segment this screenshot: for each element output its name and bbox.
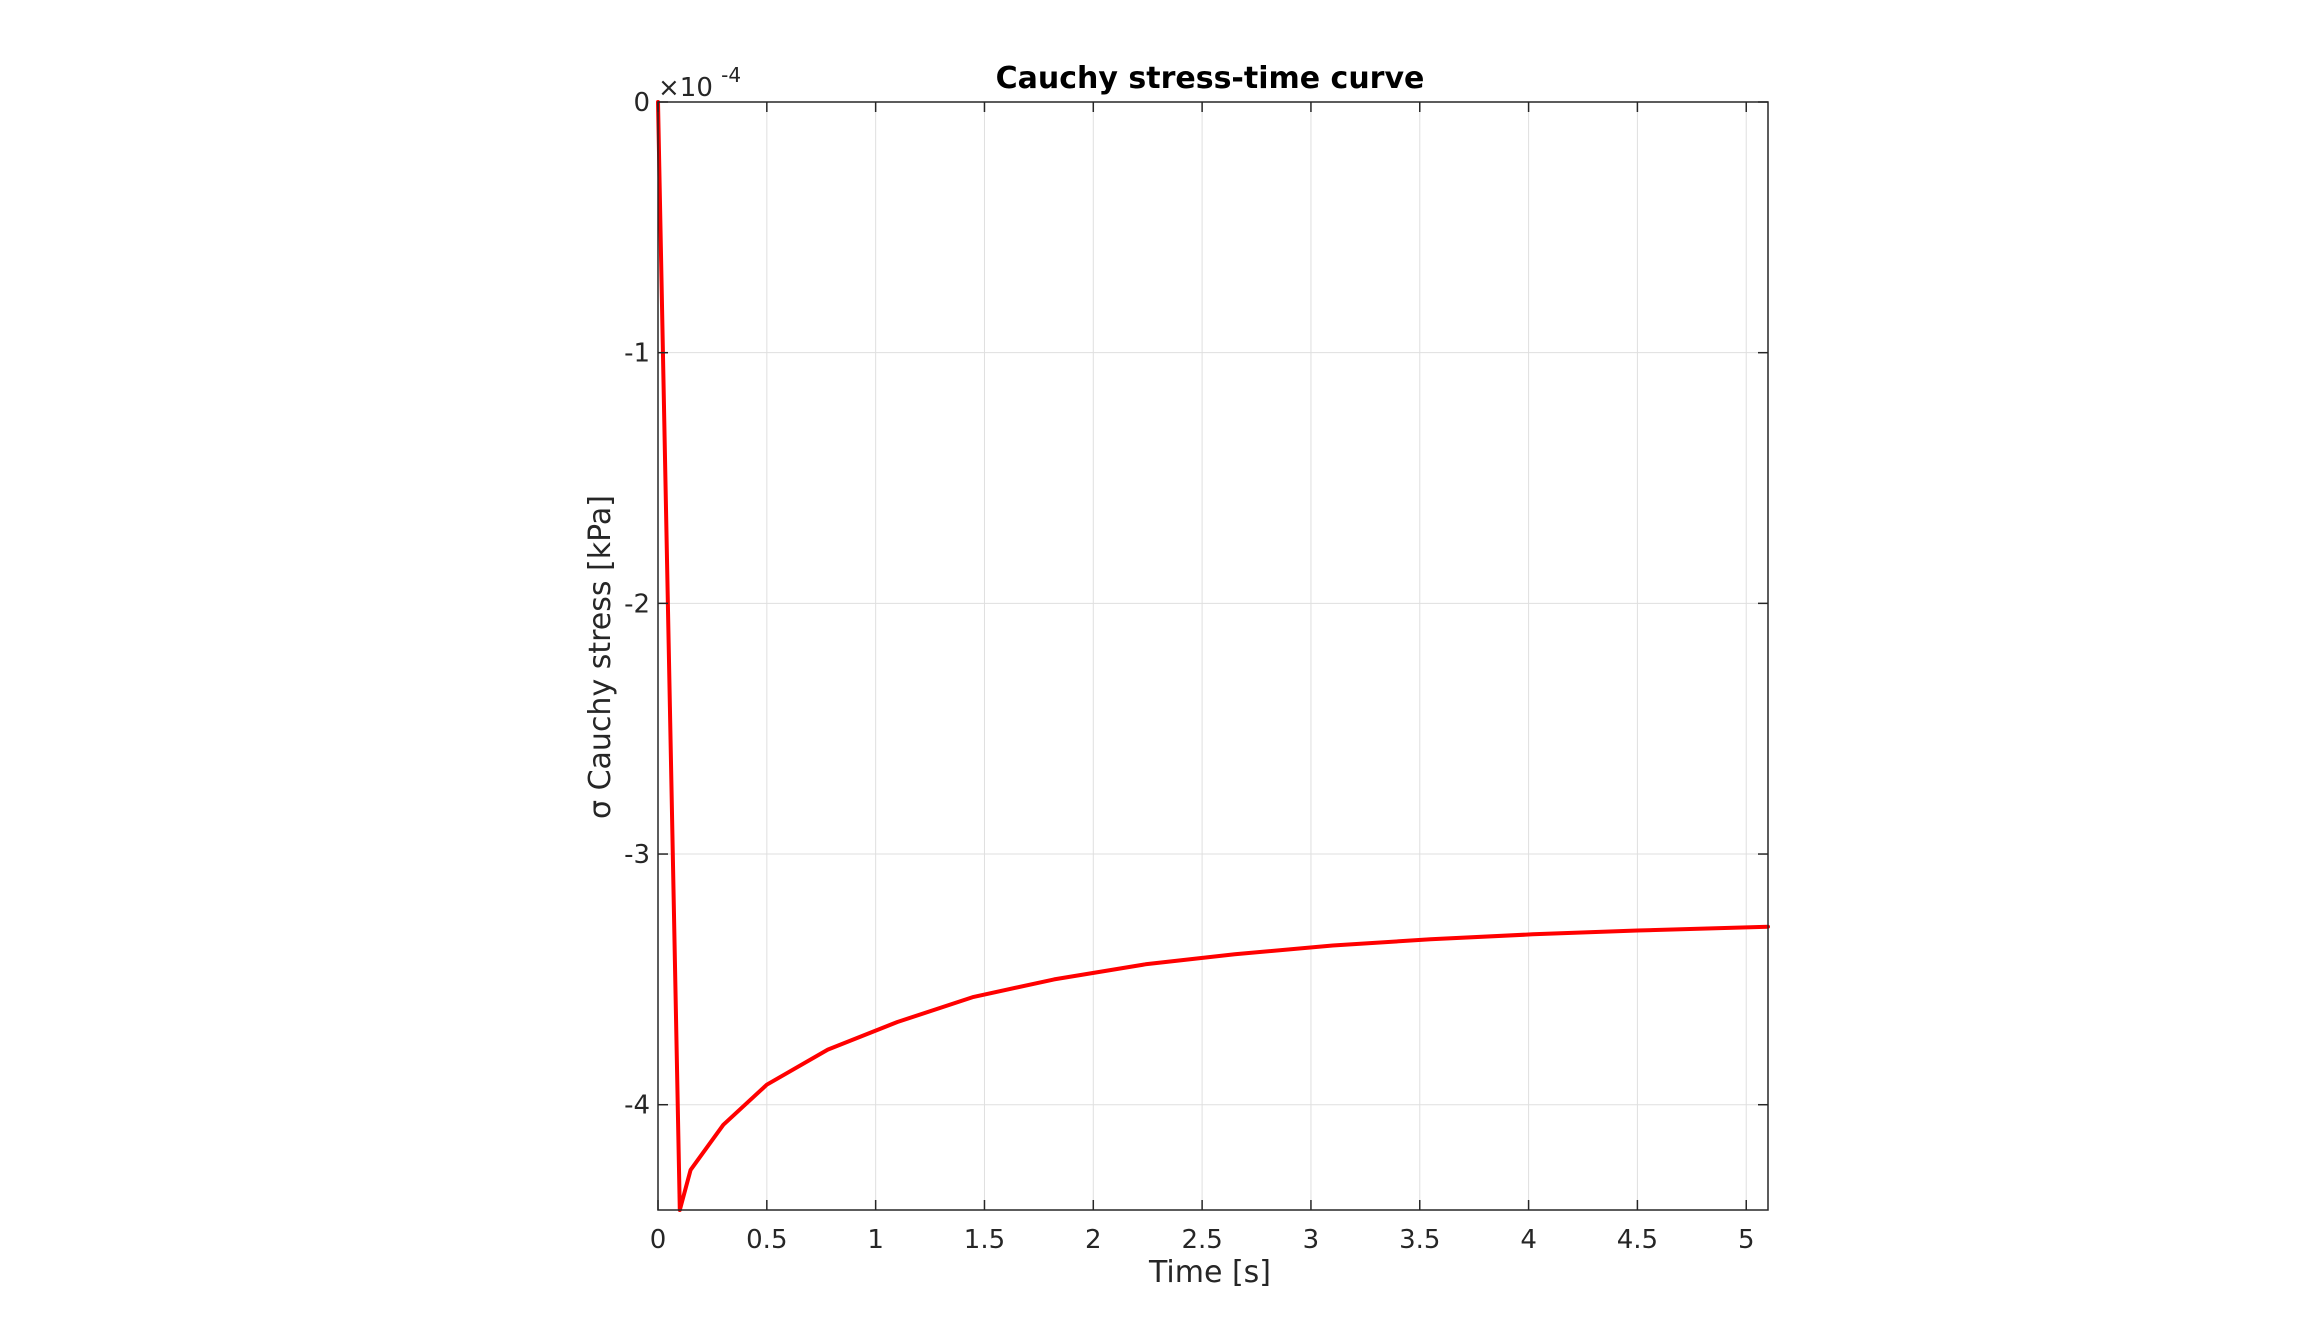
x-tick-label: 3 xyxy=(1303,1225,1320,1255)
x-tick-label: 4.5 xyxy=(1617,1225,1658,1255)
chart-title: Cauchy stress-time curve xyxy=(996,61,1425,96)
x-tick-label: 1.5 xyxy=(964,1225,1005,1255)
tick-marks xyxy=(657,101,1768,1210)
y-tick-labels: 0 -1 -2 -3 -4 xyxy=(624,88,650,1121)
y-axis-title: σ Cauchy stress [kPa] xyxy=(583,495,618,819)
x-tick-label: 1 xyxy=(867,1225,884,1255)
plot-area-border xyxy=(657,101,1769,1211)
y-tick-label: -3 xyxy=(624,840,650,870)
series-line xyxy=(656,100,1770,1212)
series-layer xyxy=(656,100,1770,1212)
y-tick-label: -2 xyxy=(624,589,650,619)
x-tick-label: 4 xyxy=(1520,1225,1537,1255)
x-tick-label: 5 xyxy=(1738,1225,1755,1255)
x-tick-label: 2 xyxy=(1085,1225,1102,1255)
x-tick-label: 2.5 xyxy=(1181,1225,1222,1255)
y-axis-exponent-label: ×10 -4 xyxy=(658,63,741,103)
y-tick-label: -4 xyxy=(624,1091,650,1121)
x-tick-labels: 0 0.5 1 1.5 2 2.5 3 3.5 4 4.5 5 xyxy=(650,1225,1755,1255)
x-axis-title: Time [s] xyxy=(1148,1255,1271,1290)
x-tick-label: 0.5 xyxy=(746,1225,787,1255)
y-axis-exponent-power: -4 xyxy=(721,63,741,87)
y-tick-label: 0 xyxy=(633,88,650,118)
x-tick-label: 3.5 xyxy=(1399,1225,1440,1255)
y-axis-exponent-prefix: ×10 xyxy=(658,73,713,103)
y-tick-label: -1 xyxy=(624,339,650,369)
x-tick-label: 0 xyxy=(650,1225,667,1255)
